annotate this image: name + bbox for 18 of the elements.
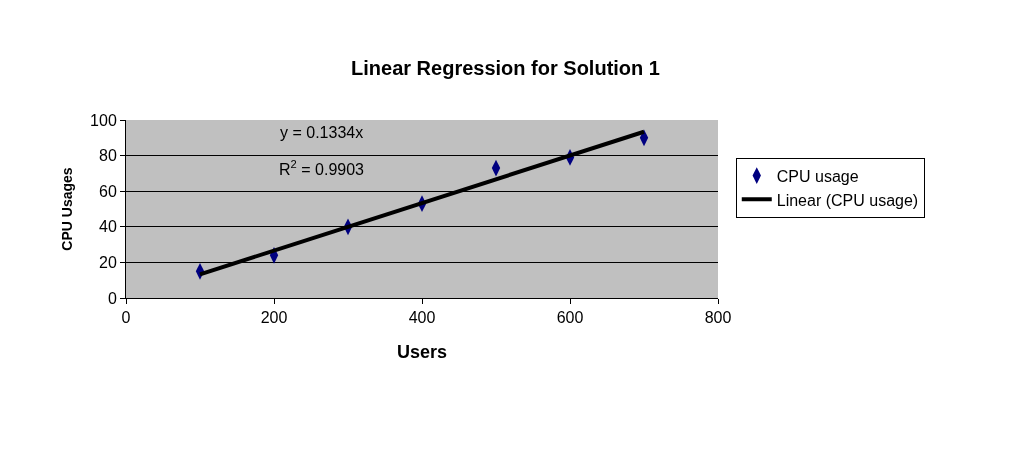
- legend-label: Linear (CPU usage): [776, 191, 919, 209]
- y-tick-label: 0: [107, 289, 117, 307]
- x-tick-label: 400: [408, 309, 436, 327]
- y-axis-title: CPU Usages: [58, 167, 75, 251]
- legend-label: CPU usage: [776, 167, 859, 185]
- y-tick-label: 20: [99, 254, 117, 271]
- annotation: R$^{2}$ = 0.9903: [279, 158, 365, 178]
- x-axis-title: Users: [396, 342, 448, 363]
- x-tick-label: 0: [121, 309, 131, 327]
- y-tick-label: 40: [99, 218, 117, 236]
- y-tick-label: 60: [99, 182, 117, 200]
- y-tick-label: 80: [99, 147, 117, 165]
- x-tick-label: 200: [260, 309, 288, 327]
- annotation: y = 0.1334x: [280, 124, 364, 141]
- x-tick-label: 600: [556, 309, 584, 327]
- y-tick-label: 100: [90, 111, 117, 129]
- chart-title: Linear Regression for Solution 1: [351, 56, 660, 79]
- x-tick-label: 800: [704, 309, 732, 327]
